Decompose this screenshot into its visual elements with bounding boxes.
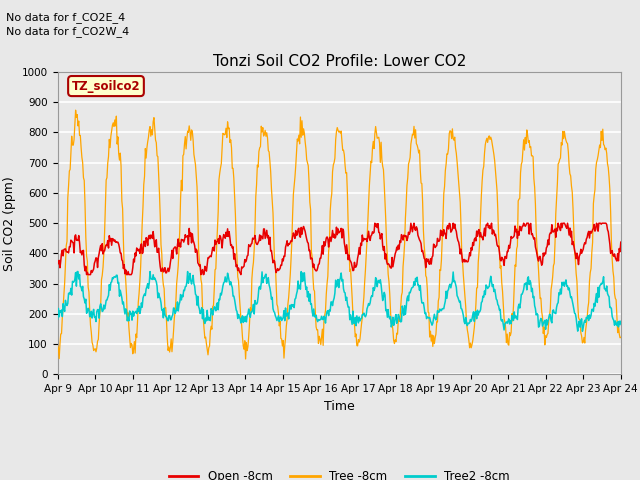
Title: Tonzi Soil CO2 Profile: Lower CO2: Tonzi Soil CO2 Profile: Lower CO2 bbox=[212, 54, 466, 70]
Text: No data for f_CO2E_4: No data for f_CO2E_4 bbox=[6, 12, 125, 23]
Text: TZ_soilco2: TZ_soilco2 bbox=[72, 80, 140, 93]
Legend: Open -8cm, Tree -8cm, Tree2 -8cm: Open -8cm, Tree -8cm, Tree2 -8cm bbox=[164, 465, 515, 480]
Y-axis label: Soil CO2 (ppm): Soil CO2 (ppm) bbox=[3, 176, 16, 271]
X-axis label: Time: Time bbox=[324, 400, 355, 413]
Text: No data for f_CO2W_4: No data for f_CO2W_4 bbox=[6, 26, 130, 37]
